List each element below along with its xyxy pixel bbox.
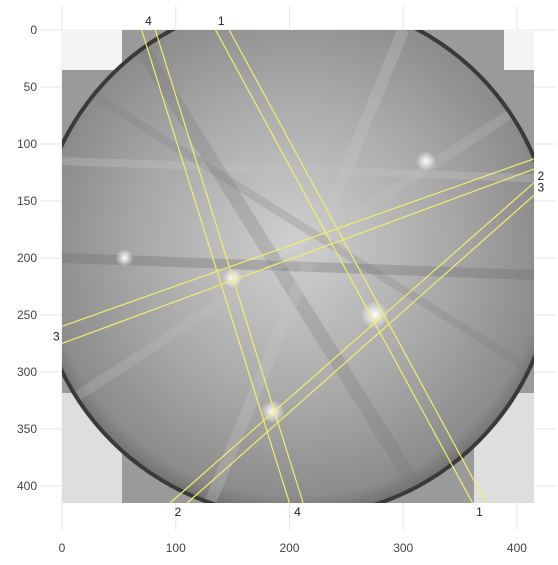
band-edge-line	[61, 168, 535, 344]
pattern-texture-band	[62, 252, 534, 281]
band-label: 2	[175, 505, 182, 519]
x-tick-label: 300	[393, 541, 413, 555]
pattern-texture-band	[204, 30, 409, 503]
band-edge-line	[169, 182, 535, 504]
zone-axis-spot	[115, 248, 134, 267]
x-tick-label: 100	[166, 541, 186, 555]
corner-highlight	[504, 30, 534, 70]
x-tick-label: 400	[507, 541, 527, 555]
y-tick-label: 350	[17, 422, 37, 436]
pattern-texture-band	[62, 94, 534, 411]
band-2: 22	[169, 169, 544, 519]
y-tick-label: 150	[17, 194, 37, 208]
band-edge-line	[228, 29, 487, 504]
y-axis-ticks: 0 50 100 150 200 250 300 350 400	[17, 23, 37, 493]
band-3: 33	[53, 158, 544, 344]
y-tick-label: 50	[24, 80, 38, 94]
band-label: 3	[537, 180, 544, 194]
x-axis-ticks: 0 100 200 300 400	[59, 541, 528, 555]
y-tick-label: 200	[17, 251, 37, 265]
y-tick-label: 250	[17, 308, 37, 322]
band-label: 3	[53, 330, 60, 344]
band-label: 1	[476, 505, 483, 519]
band-label: 2	[537, 169, 544, 183]
y-tick-label: 400	[17, 479, 37, 493]
x-tick-label: 0	[59, 541, 66, 555]
corner-highlight	[62, 30, 122, 70]
band-edge-line	[215, 29, 474, 504]
y-tick-label: 0	[30, 23, 37, 37]
y-tick-label: 300	[17, 365, 37, 379]
band-1: 11	[215, 14, 487, 519]
band-4: 44	[141, 14, 304, 519]
detector-disk	[62, 30, 534, 503]
band-edge-line	[154, 29, 304, 504]
pattern-texture-band	[62, 72, 534, 376]
zone-axis-spot	[415, 151, 436, 172]
band-label: 4	[145, 14, 152, 28]
band-edge-line	[141, 29, 291, 504]
band-label: 1	[218, 14, 225, 28]
kikuchi-pattern-image	[62, 30, 534, 503]
band-edge-line	[61, 158, 535, 327]
zone-axis-spot	[360, 300, 389, 329]
y-tick-label: 100	[17, 137, 37, 151]
x-tick-label: 200	[279, 541, 299, 555]
band-label: 4	[294, 505, 301, 519]
band-edge-line	[186, 194, 535, 504]
pattern-texture-band	[62, 157, 534, 183]
